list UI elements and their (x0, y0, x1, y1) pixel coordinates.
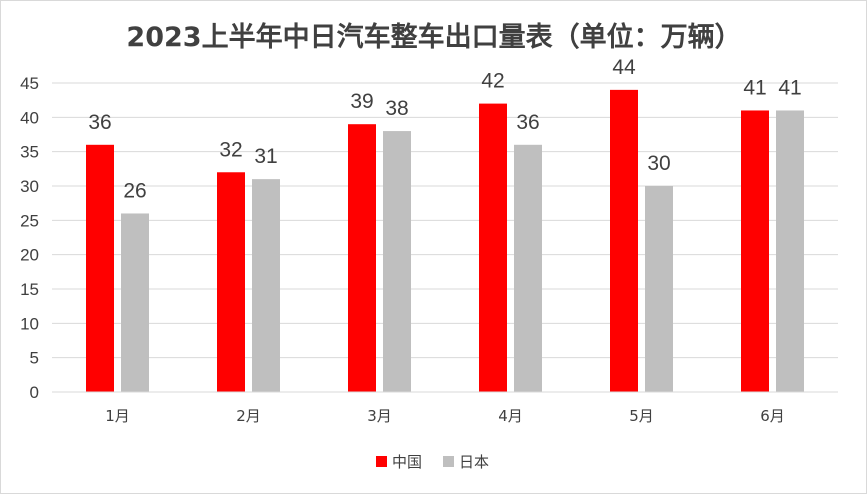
y-axis-ticks: 0 5 10 15 20 25 30 35 40 45 (20, 74, 39, 402)
data-label: 32 (219, 138, 242, 161)
x-category-label: 4月 (498, 407, 523, 425)
chart-title: 2023上半年中日汽车整车出口量表（单位：万辆） (126, 21, 741, 53)
bar-japan (252, 179, 280, 392)
legend-swatch (376, 456, 387, 467)
y-tick-label: 15 (20, 280, 39, 299)
bar-japan (776, 110, 804, 392)
y-tick-label: 5 (30, 349, 39, 368)
legend: 中国 日本 (376, 453, 489, 471)
bar-japan (383, 131, 411, 393)
gridlines (52, 82, 838, 359)
legend-swatch (443, 456, 454, 467)
x-category-label: 1月 (105, 407, 130, 425)
y-tick-label: 35 (20, 143, 39, 162)
bar-china (348, 124, 376, 392)
data-label: 36 (88, 111, 111, 134)
bar-japan (514, 144, 542, 392)
x-category-label: 3月 (367, 407, 392, 425)
bar-japan (645, 186, 673, 392)
data-label: 26 (123, 179, 146, 202)
y-tick-label: 0 (30, 383, 39, 402)
data-label: 36 (516, 111, 539, 134)
data-label: 44 (612, 56, 636, 79)
y-tick-label: 25 (20, 211, 39, 230)
x-category-label: 5月 (629, 407, 654, 425)
bar-china (217, 172, 245, 392)
data-labels: 36 26 32 31 39 38 42 36 44 30 41 41 (88, 56, 801, 203)
x-axis-categories: 1月 2月 3月 4月 5月 6月 (105, 407, 785, 425)
y-tick-label: 10 (20, 314, 39, 333)
data-label: 38 (385, 97, 408, 120)
data-label: 41 (743, 76, 766, 99)
y-tick-label: 20 (20, 246, 39, 265)
y-tick-label: 30 (20, 177, 39, 196)
data-label: 42 (481, 70, 504, 93)
data-label: 30 (647, 152, 670, 175)
data-label: 41 (778, 76, 801, 99)
data-label: 39 (350, 90, 373, 113)
x-category-label: 6月 (760, 407, 785, 425)
bar-japan (121, 213, 149, 392)
y-tick-label: 40 (20, 108, 39, 127)
legend-label: 日本 (459, 453, 489, 471)
bar-china (479, 103, 507, 392)
bar-china (86, 144, 114, 392)
y-tick-label: 45 (20, 74, 39, 93)
bars (86, 89, 804, 393)
data-label: 31 (254, 145, 277, 168)
bar-china (741, 110, 769, 392)
bar-china (610, 89, 638, 392)
legend-label: 中国 (392, 453, 422, 471)
x-category-label: 2月 (236, 407, 261, 425)
